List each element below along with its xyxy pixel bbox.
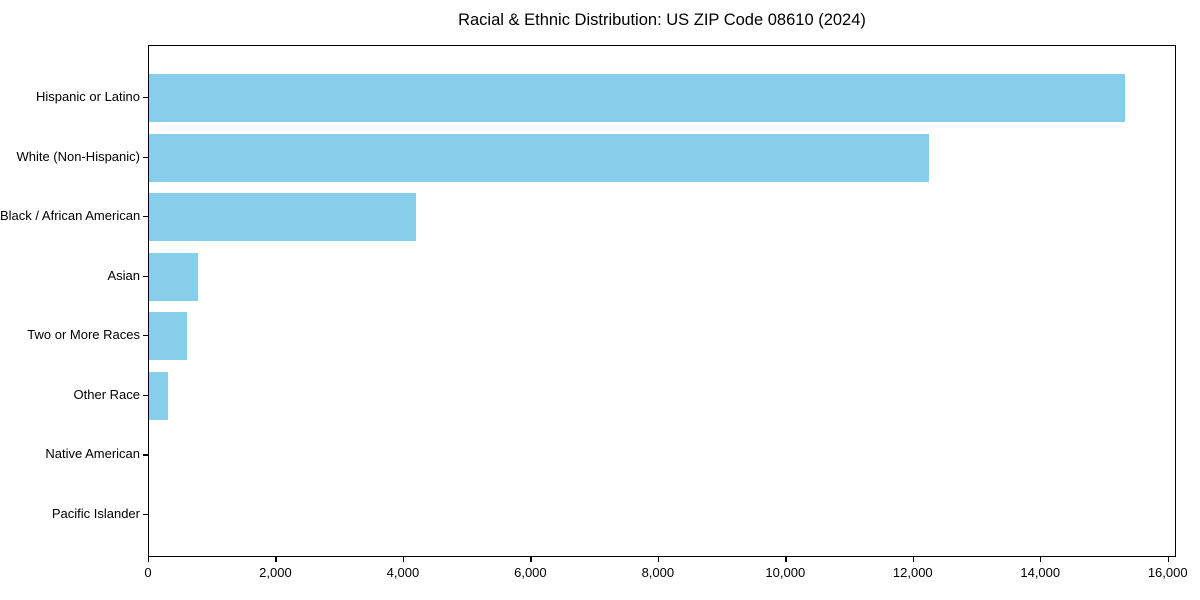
- bar: [149, 371, 169, 420]
- y-tick-mark: [143, 216, 148, 218]
- y-tick-label: Asian: [107, 267, 140, 283]
- bar: [149, 252, 198, 301]
- x-tick-mark: [148, 557, 150, 562]
- plot-area: [148, 45, 1176, 557]
- x-tick-mark: [275, 557, 277, 562]
- y-tick-label: Other Race: [73, 386, 140, 402]
- y-tick-mark: [143, 335, 148, 337]
- chart-title: Racial & Ethnic Distribution: US ZIP Cod…: [458, 11, 866, 29]
- x-tick-mark: [402, 557, 405, 562]
- y-tick-mark: [143, 394, 148, 397]
- y-tick-label: Native American: [45, 446, 140, 462]
- bar: [149, 193, 416, 242]
- x-tick-mark: [785, 557, 787, 562]
- bar: [149, 74, 1126, 122]
- y-tick-mark: [143, 454, 148, 456]
- x-tick-mark: [912, 557, 914, 562]
- bar: [149, 133, 930, 182]
- y-tick-label: Pacific Islander: [51, 505, 140, 521]
- x-tick-mark: [1040, 557, 1042, 562]
- x-tick-label: 6,000: [514, 565, 547, 580]
- x-tick-label: 10,000: [765, 565, 806, 580]
- y-tick-label: Black / African American: [0, 208, 141, 224]
- x-tick-label: 4,000: [386, 565, 420, 580]
- y-tick-mark: [143, 275, 148, 277]
- y-tick-mark: [143, 513, 148, 516]
- x-tick-label: 0: [144, 565, 152, 580]
- x-tick-mark: [530, 557, 532, 562]
- x-tick-mark: [1167, 557, 1169, 562]
- y-tick-label: Two or More Races: [27, 327, 140, 343]
- x-tick-label: 8,000: [641, 565, 675, 580]
- y-tick-mark: [143, 156, 148, 158]
- x-tick-label: 2,000: [259, 565, 292, 580]
- x-tick-label: 14,000: [1020, 565, 1061, 580]
- x-tick-label: 12,000: [892, 565, 933, 580]
- y-tick-mark: [143, 97, 148, 99]
- y-tick-label: Hispanic or Latino: [35, 89, 140, 104]
- x-tick-label: 16,000: [1147, 565, 1188, 580]
- bar: [149, 312, 188, 361]
- y-tick-label: White (Non-Hispanic): [16, 148, 140, 164]
- x-tick-mark: [657, 557, 660, 562]
